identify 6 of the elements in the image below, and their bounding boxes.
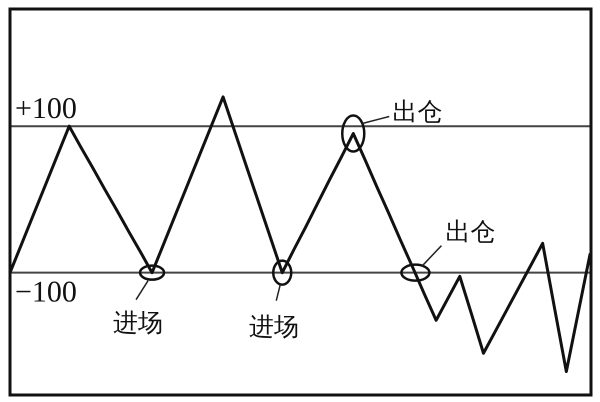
annotation: 进场 (249, 314, 300, 342)
annotation: 出仓 (445, 219, 496, 246)
annotation: 进场 (113, 310, 164, 338)
ref-label: −100 (15, 276, 77, 309)
annotation: 出仓 (392, 99, 442, 126)
ref-label: +100 (15, 92, 77, 126)
